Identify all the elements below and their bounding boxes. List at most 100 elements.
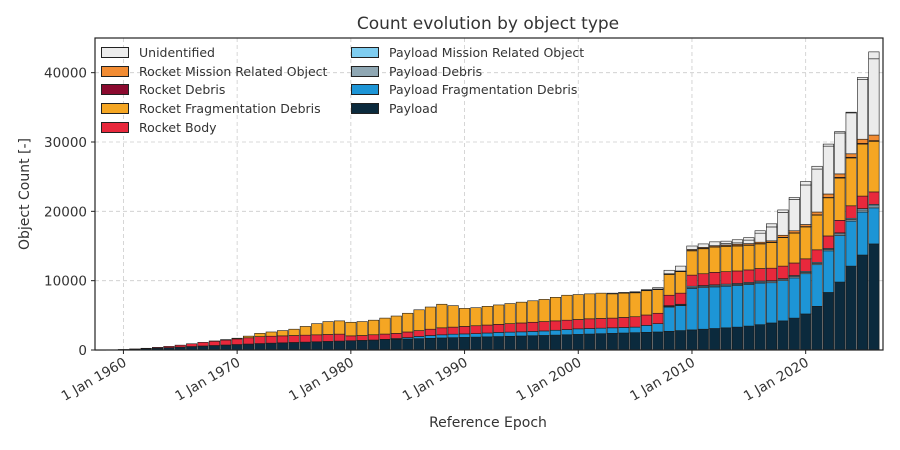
bar-segment [811, 165, 823, 170]
bar-segment [675, 292, 687, 305]
bar-segment [424, 337, 436, 351]
bar-segment [629, 332, 641, 351]
bar-segment [208, 340, 220, 346]
bar-segment [686, 329, 698, 351]
bar-segment [697, 248, 709, 275]
legend-label: Rocket Debris [139, 82, 226, 98]
y-tick-label: 0 [78, 343, 87, 359]
legend-item: Payload [351, 99, 611, 118]
bar-segment [834, 132, 846, 175]
bar-segment [527, 335, 539, 351]
bar-segment [675, 271, 687, 294]
bar-segment [868, 191, 880, 205]
bar-segment [800, 181, 812, 186]
bar-segment [254, 336, 266, 344]
bar-segment [652, 312, 664, 324]
bar-segment [777, 237, 789, 267]
bar-segment [390, 333, 402, 339]
bar-segment [618, 332, 630, 351]
bar-segment [652, 323, 664, 333]
bar-segment [447, 326, 459, 335]
bar-segment [277, 342, 289, 351]
bar-segment [186, 343, 198, 347]
bar-segment [220, 344, 232, 351]
bar-segment [709, 328, 721, 351]
bar-segment [720, 327, 732, 351]
bar-segment [231, 337, 243, 340]
bar-segment [663, 274, 675, 296]
legend-item: Rocket Fragmentation Debris [101, 99, 351, 118]
bar-segment [663, 306, 675, 332]
bar-segment [766, 223, 778, 228]
legend-item: Unidentified [101, 43, 351, 62]
bar-segment [675, 305, 687, 331]
bar-segment [788, 317, 800, 351]
y-axis: 0 10000 20000 30000 40000 [44, 66, 95, 359]
bar-segment [493, 324, 505, 333]
bar-segment [743, 269, 755, 283]
legend-item: Rocket Body [101, 118, 351, 137]
bar-segment [709, 272, 721, 286]
bar-segment [845, 157, 857, 207]
bar-segment [822, 292, 834, 351]
bar-segment [345, 335, 357, 342]
bar-segment [584, 293, 596, 320]
bar-segment [504, 323, 516, 333]
bar-segment [857, 254, 869, 351]
bar-segment [549, 329, 562, 336]
y-tick-label: 30000 [44, 135, 87, 151]
bar-segment [868, 205, 880, 209]
bar-segment [754, 324, 766, 351]
bar-segment [686, 250, 698, 276]
bar-segment [845, 112, 857, 155]
bar-segment [845, 220, 857, 267]
bar-segment [447, 333, 459, 338]
bar-segment [402, 338, 414, 351]
legend-swatch [101, 46, 129, 58]
bar-segment [800, 313, 812, 351]
bar-segment [459, 333, 471, 338]
bar-segment [163, 346, 175, 348]
bar-segment [174, 344, 186, 348]
bar-segment [527, 321, 539, 332]
bar-segment [697, 273, 709, 286]
bar-segment [788, 232, 800, 264]
bar-segment [754, 282, 766, 325]
bar-segment [777, 320, 789, 351]
bar-segment [481, 336, 493, 351]
bar-segment [606, 327, 618, 334]
bar-segment [743, 325, 755, 351]
bar-segment [731, 239, 743, 244]
bar-segment [436, 303, 448, 329]
legend-swatch [351, 84, 379, 96]
bar-segment [265, 335, 277, 344]
bar-segment [845, 111, 857, 114]
y-tick-label: 20000 [44, 204, 87, 220]
bar-segment [561, 329, 573, 336]
bar-segment [220, 339, 232, 346]
bar-segment [242, 337, 255, 345]
bar-segment [731, 285, 743, 328]
bar-segment [663, 294, 675, 306]
bar-segment [811, 214, 823, 251]
bar-segment [606, 317, 618, 329]
bar-segment [242, 335, 255, 339]
bar-segment [152, 347, 164, 349]
bar-segment [447, 305, 459, 328]
bar-segment [754, 243, 766, 269]
bar-segment [822, 197, 834, 237]
plot-frame [94, 37, 884, 351]
bar-segment [606, 292, 618, 295]
legend-swatch [351, 103, 379, 115]
bar-segment [777, 234, 789, 238]
bar-segment [379, 317, 391, 335]
bar-segment [857, 138, 869, 144]
bar-segment [777, 209, 789, 213]
bar-segment [572, 294, 584, 320]
bar-segment [834, 235, 846, 283]
bar-segment [356, 340, 368, 351]
bar-segment [470, 325, 482, 334]
bar-segment [561, 294, 573, 321]
bar-segment [379, 333, 391, 340]
bar-segment [254, 333, 266, 337]
